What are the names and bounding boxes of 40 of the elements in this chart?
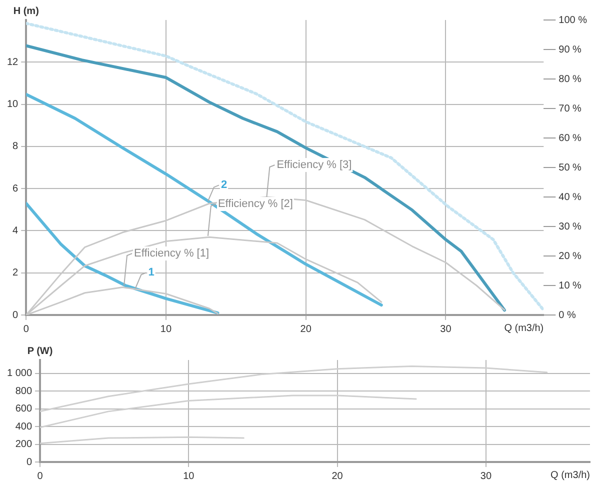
y-axis-title: P (W) — [27, 346, 53, 357]
y2-tick-label: 40 % — [558, 192, 582, 203]
y2-tick-label: 70 % — [558, 103, 582, 114]
y-tick-label: 1 000 — [6, 368, 32, 380]
y-axis-title: H (m) — [13, 6, 39, 17]
annotation: 2 — [220, 179, 228, 192]
y2-tick-label: 90 % — [558, 44, 582, 56]
y2-tick-label: 80 % — [558, 74, 582, 85]
x-tick-label: 20 — [300, 324, 312, 335]
y2-tick-label: 50 % — [558, 162, 582, 174]
y2-tick-label: 30 % — [558, 221, 582, 232]
y2-tick-label: 60 % — [558, 132, 582, 144]
x-tick-label: 0 — [37, 470, 44, 482]
y2-tick-label: 0 % — [558, 310, 576, 321]
annotation: Efficiency % [1] — [134, 248, 210, 260]
x-axis-title: Q (m3/h) — [550, 470, 590, 481]
x-tick-label: 10 — [183, 470, 195, 482]
y-tick-label: 6 — [12, 183, 19, 194]
y2-tick-label: 10 % — [558, 280, 582, 292]
x-axis-title: Q (m3/h) — [504, 322, 544, 334]
y-tick-label: 2 — [12, 268, 19, 279]
y-tick-label: 400 — [15, 421, 32, 432]
x-tick-label: 20 — [332, 470, 344, 482]
y-tick-label: 600 — [15, 404, 32, 415]
y-tick-label: 0 — [26, 456, 32, 468]
x-tick-label: 10 — [160, 324, 172, 335]
y-tick-label: 0 — [12, 310, 19, 321]
y-tick-label: 8 — [12, 141, 19, 152]
y2-tick-label: 20 % — [558, 250, 582, 262]
y-tick-label: 200 — [15, 439, 32, 450]
annotation: 1 — [148, 266, 154, 279]
x-tick-label: 30 — [440, 324, 452, 335]
y-tick-label: 12 — [7, 56, 19, 68]
y-tick-label: 4 — [12, 225, 19, 236]
y-tick-label: 10 — [7, 99, 19, 110]
x-tick-label: 30 — [480, 470, 492, 482]
annotation: Efficiency % [3] — [276, 159, 352, 172]
annotation: Efficiency % [2] — [218, 198, 293, 210]
y-tick-label: 800 — [15, 386, 32, 397]
y2-tick-label: 100 % — [558, 14, 588, 26]
